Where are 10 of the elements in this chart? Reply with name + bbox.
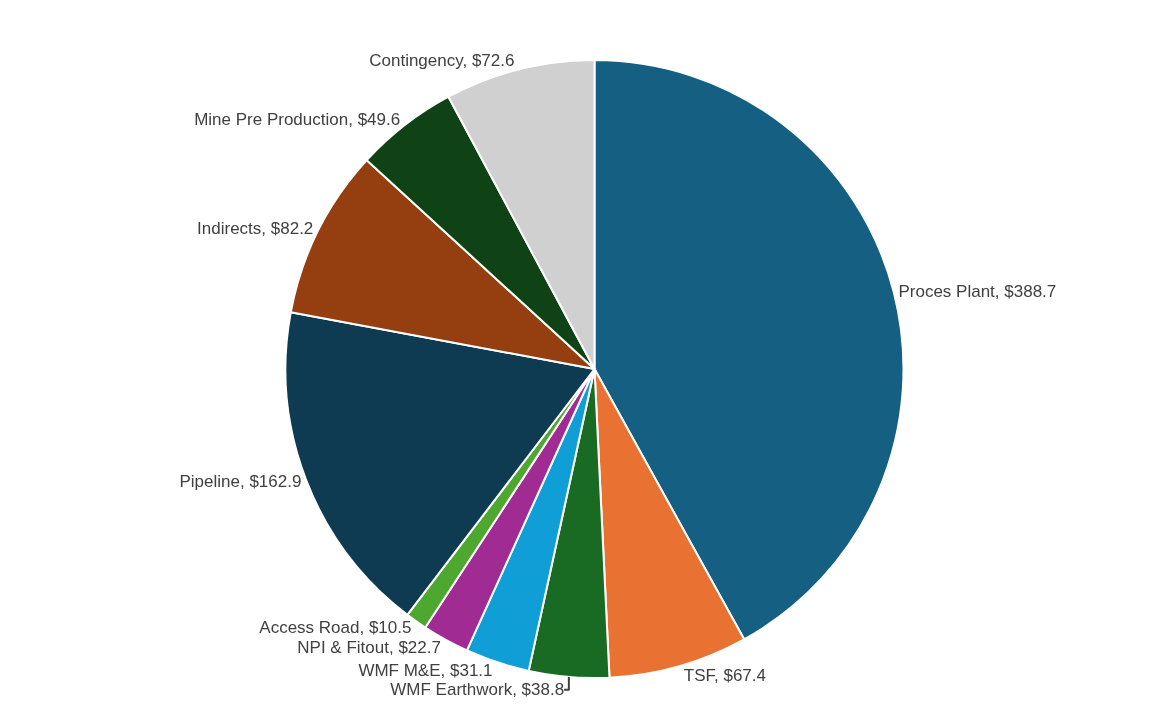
slice-label: Contingency, $72.6 [369, 50, 515, 70]
slice-label: NPI & Fitout, $22.7 [297, 637, 441, 657]
slice-label: TSF, $67.4 [683, 665, 766, 685]
slice-label: Indirects, $82.2 [197, 219, 314, 239]
slice-label: Mine Pre Production, $49.6 [194, 109, 401, 129]
slice-label: Proces Plant, $388.7 [898, 281, 1057, 301]
slice-label: Pipeline, $162.9 [179, 471, 302, 491]
slice-label: WMF Earthwork, $38.8 [390, 680, 565, 700]
slice-label: WMF M&E, $31.1 [358, 661, 493, 681]
slice-label: Access Road, $10.5 [259, 618, 412, 638]
